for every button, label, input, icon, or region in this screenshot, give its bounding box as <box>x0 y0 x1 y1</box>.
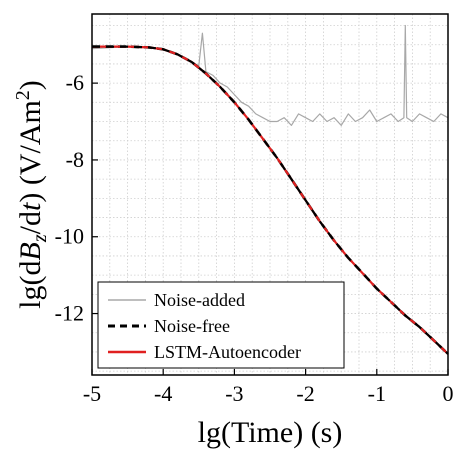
grid <box>91 14 449 375</box>
legend-label: Noise-added <box>154 290 245 310</box>
y-tick-label: -12 <box>55 301 84 326</box>
x-tick-label: 0 <box>443 381 454 406</box>
ticks: -5 -4 -3 -2 -1 0-6-8-10-12 <box>55 70 454 406</box>
y-tick-label: -6 <box>66 70 84 95</box>
x-tick-label: -5 <box>83 381 101 406</box>
legend: Noise-added Noise-free LSTM-Autoencoder <box>97 281 345 369</box>
y-axis-label: lg(dBz/dt) (V/Am2) <box>12 80 51 309</box>
series-noise-free-overlay <box>92 45 449 355</box>
series-layer <box>91 24 449 355</box>
y-tick-label: -10 <box>55 224 84 249</box>
x-tick-label: -2 <box>296 381 314 406</box>
x-tick-label: -3 <box>225 381 243 406</box>
y-tick-label: -8 <box>66 147 84 172</box>
x-tick-label: -4 <box>154 381 172 406</box>
plot-frame <box>91 13 449 376</box>
legend-label: Noise-free <box>154 316 230 336</box>
x-axis-label: lg(Time) (s) <box>198 416 343 449</box>
series-noise-added <box>91 24 449 127</box>
legend-label: LSTM-Autoencoder <box>154 342 301 362</box>
x-tick-label: -1 <box>368 381 386 406</box>
